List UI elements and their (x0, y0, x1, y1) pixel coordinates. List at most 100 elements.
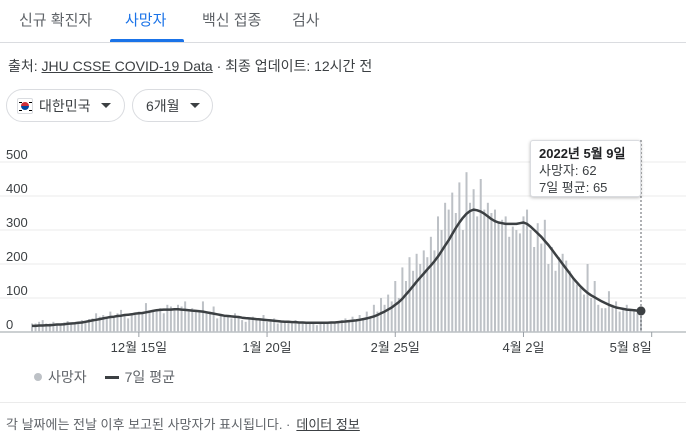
death-bar (123, 315, 126, 332)
death-bar (572, 277, 575, 332)
death-bar (155, 309, 158, 332)
death-bar (77, 321, 80, 332)
chart-gridlines (0, 161, 686, 333)
death-bar (276, 323, 279, 332)
period-label: 6개월 (146, 97, 180, 114)
death-bar (586, 264, 589, 332)
death-bar (629, 309, 632, 332)
death-bar (518, 233, 521, 332)
death-bar (180, 306, 183, 332)
chart-average-line (32, 208, 642, 328)
death-bar (70, 323, 73, 332)
death-bar (166, 304, 169, 332)
death-bar (198, 309, 201, 332)
tab-new-cases[interactable]: 신규 확진자 (19, 12, 93, 29)
death-bar (440, 230, 443, 332)
death-bar (105, 318, 108, 332)
death-bar (490, 213, 493, 332)
death-bar (219, 315, 222, 332)
death-bar (351, 316, 354, 332)
death-bar (184, 301, 187, 332)
death-bar (533, 247, 536, 332)
death-bar (109, 311, 112, 332)
death-bar (234, 313, 236, 332)
death-bar (550, 247, 553, 332)
legend-line-label: 7일 평균 (124, 369, 175, 385)
death-bar (412, 270, 415, 332)
death-bar (540, 243, 543, 332)
death-bar (305, 322, 308, 332)
bar-legend-swatch (34, 373, 42, 381)
death-bar (365, 311, 368, 332)
tab-vaccinations[interactable]: 백신 접종 (202, 12, 262, 29)
death-bar (52, 321, 55, 332)
death-bar (622, 308, 625, 332)
death-bar (148, 311, 151, 332)
death-bar (632, 311, 635, 332)
country-dropdown[interactable]: 대한민국 (6, 89, 125, 122)
death-bar (201, 301, 204, 332)
death-bar (394, 281, 397, 332)
tooltip-average: 7일 평균: 65 (539, 180, 608, 195)
death-bar (618, 311, 621, 332)
data-info-link[interactable]: 데이터 정보 (296, 417, 360, 432)
death-bar (66, 321, 69, 332)
death-bar (34, 323, 37, 332)
death-bar (226, 315, 229, 332)
death-bar (120, 309, 123, 332)
death-bar (209, 311, 212, 332)
death-bar (611, 304, 614, 332)
death-bar (454, 213, 457, 332)
death-bar (469, 202, 472, 332)
death-bar (493, 209, 496, 332)
death-bar (415, 253, 418, 332)
hover-point (636, 306, 646, 316)
death-bar (536, 223, 539, 332)
death-bar (330, 322, 333, 332)
death-bar (426, 257, 429, 332)
death-bar (508, 236, 511, 332)
death-bar (298, 321, 301, 332)
y-tick-label: 200 (6, 249, 28, 264)
period-dropdown[interactable]: 6개월 (132, 89, 213, 122)
death-bar (134, 315, 137, 332)
tab-deaths[interactable]: 사망자 (125, 12, 167, 29)
death-bar (116, 313, 119, 332)
death-bar (255, 320, 258, 332)
death-bar (127, 318, 130, 332)
death-bar (465, 172, 468, 332)
death-bar (383, 304, 386, 332)
death-bar (159, 308, 162, 332)
source-prefix: 출처: (8, 58, 42, 74)
death-bar (237, 316, 240, 332)
source-line: 출처: JHU CSSE COVID-19 Data · 최종 업데이트: 12… (8, 56, 372, 76)
death-bar (45, 323, 48, 332)
death-bar (102, 315, 105, 332)
death-bar (98, 316, 101, 332)
death-bar (169, 306, 172, 332)
source-link[interactable]: JHU CSSE COVID-19 Data (41, 58, 213, 74)
death-bar (31, 323, 33, 332)
death-bar (59, 323, 62, 332)
death-bar (144, 303, 147, 332)
death-bar (262, 315, 265, 332)
death-bar (326, 323, 329, 332)
death-bar (529, 230, 532, 332)
death-bar (187, 311, 190, 332)
death-bar (191, 308, 194, 332)
death-bar (504, 216, 507, 332)
average-line (32, 208, 642, 328)
death-bar (369, 318, 372, 332)
death-bar (579, 287, 582, 332)
y-tick-label: 300 (6, 215, 28, 230)
death-bar (558, 257, 561, 332)
death-bar (501, 219, 504, 332)
x-tick-label: 12월 15일 (111, 340, 167, 355)
tooltip-deaths: 사망자: 62 (539, 163, 597, 178)
death-bar (223, 316, 226, 332)
death-bar (444, 202, 447, 332)
death-bar (547, 264, 550, 332)
chevron-down-icon (100, 103, 111, 108)
death-bar (333, 323, 336, 332)
tab-tests[interactable]: 검사 (292, 12, 320, 29)
